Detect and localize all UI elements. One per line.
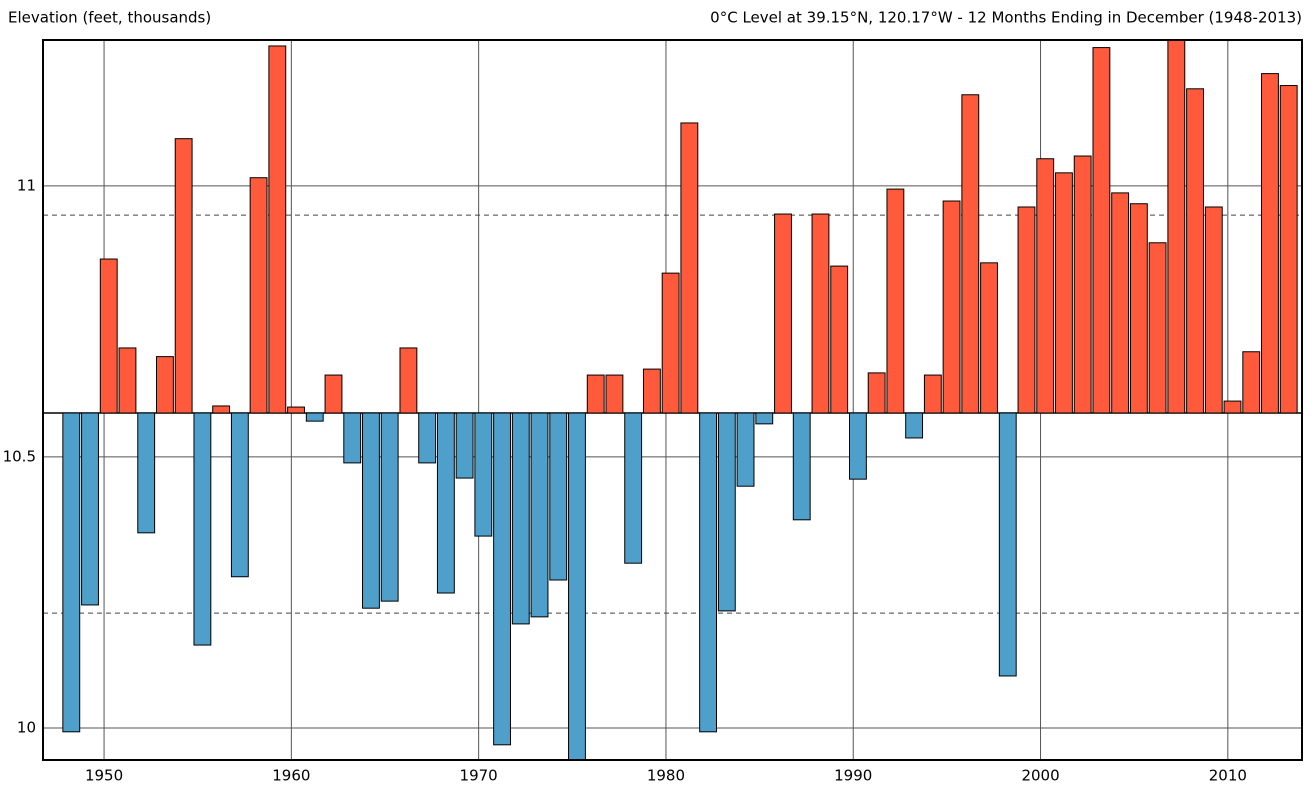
bar [755, 412, 774, 425]
bar [624, 412, 643, 564]
bar [530, 412, 549, 618]
bar [774, 213, 792, 414]
bar [568, 412, 586, 760]
bar [99, 258, 118, 414]
bar [230, 412, 249, 578]
bar [642, 368, 661, 414]
labels: 10 10.5 11 1950 1960 1970 1980 1990 2000 2010 [3, 176, 1247, 784]
bar [324, 374, 343, 414]
plot-frame [42, 39, 1303, 761]
bar [1223, 400, 1242, 414]
bar [493, 412, 511, 746]
bar [1129, 203, 1148, 414]
y-tick-label: 10.5 [3, 447, 36, 465]
bar [717, 412, 736, 612]
bar [380, 412, 399, 602]
bar [1148, 242, 1167, 414]
bar [1111, 192, 1130, 414]
bar [961, 94, 980, 414]
bars [62, 40, 1298, 760]
bar [1204, 206, 1223, 414]
bar [156, 356, 174, 414]
bar [436, 412, 455, 594]
bar [736, 412, 755, 487]
bar [905, 412, 924, 439]
bar [455, 412, 474, 479]
y-axis-label: Elevation (feet, thousands) [8, 9, 211, 27]
bar [886, 188, 905, 414]
bar [81, 412, 99, 606]
bar [1242, 351, 1261, 414]
bar [212, 405, 231, 414]
bar [287, 406, 305, 414]
bar [830, 265, 849, 414]
bar [1186, 88, 1204, 414]
bar [362, 412, 380, 609]
bar [1279, 85, 1298, 414]
bar [1261, 73, 1279, 414]
bar [137, 412, 156, 534]
bar [62, 412, 81, 733]
bar [249, 177, 268, 414]
x-tick-label: 2010 [1209, 767, 1247, 785]
bar [511, 412, 530, 625]
bar [942, 200, 961, 414]
chart-title: 0°C Level at 39.15°N, 120.17°W - 12 Mont… [710, 9, 1302, 27]
bar [680, 122, 699, 414]
x-tick-label: 1990 [834, 767, 872, 785]
bar [174, 138, 193, 414]
bar [1167, 40, 1186, 414]
x-tick-label: 1970 [460, 767, 498, 785]
bar [193, 412, 212, 646]
x-tick-label: 1960 [272, 767, 310, 785]
bar [661, 272, 680, 414]
bar [418, 412, 437, 464]
x-tick-label: 1950 [85, 767, 123, 785]
bar [305, 412, 324, 422]
bar [699, 412, 718, 733]
bar [474, 412, 493, 537]
bar [118, 347, 137, 414]
y-tick-label: 11 [17, 176, 36, 194]
bar [998, 412, 1017, 677]
bar [549, 412, 568, 581]
bar [1017, 206, 1036, 414]
bar [1092, 47, 1111, 414]
bar [792, 412, 811, 521]
bar [1073, 155, 1092, 414]
bar [980, 262, 998, 414]
bar [399, 347, 418, 414]
x-tick-label: 2000 [1021, 767, 1059, 785]
x-tick-label: 1980 [647, 767, 685, 785]
y-tick-label: 10 [17, 719, 36, 737]
bar [1055, 172, 1073, 414]
bar [343, 412, 362, 464]
bar [923, 374, 942, 414]
bar [586, 374, 605, 414]
bar [848, 412, 867, 480]
bar [867, 372, 886, 414]
bar [811, 213, 830, 414]
bar [605, 374, 624, 414]
bar [268, 45, 287, 414]
bar [1036, 158, 1055, 414]
